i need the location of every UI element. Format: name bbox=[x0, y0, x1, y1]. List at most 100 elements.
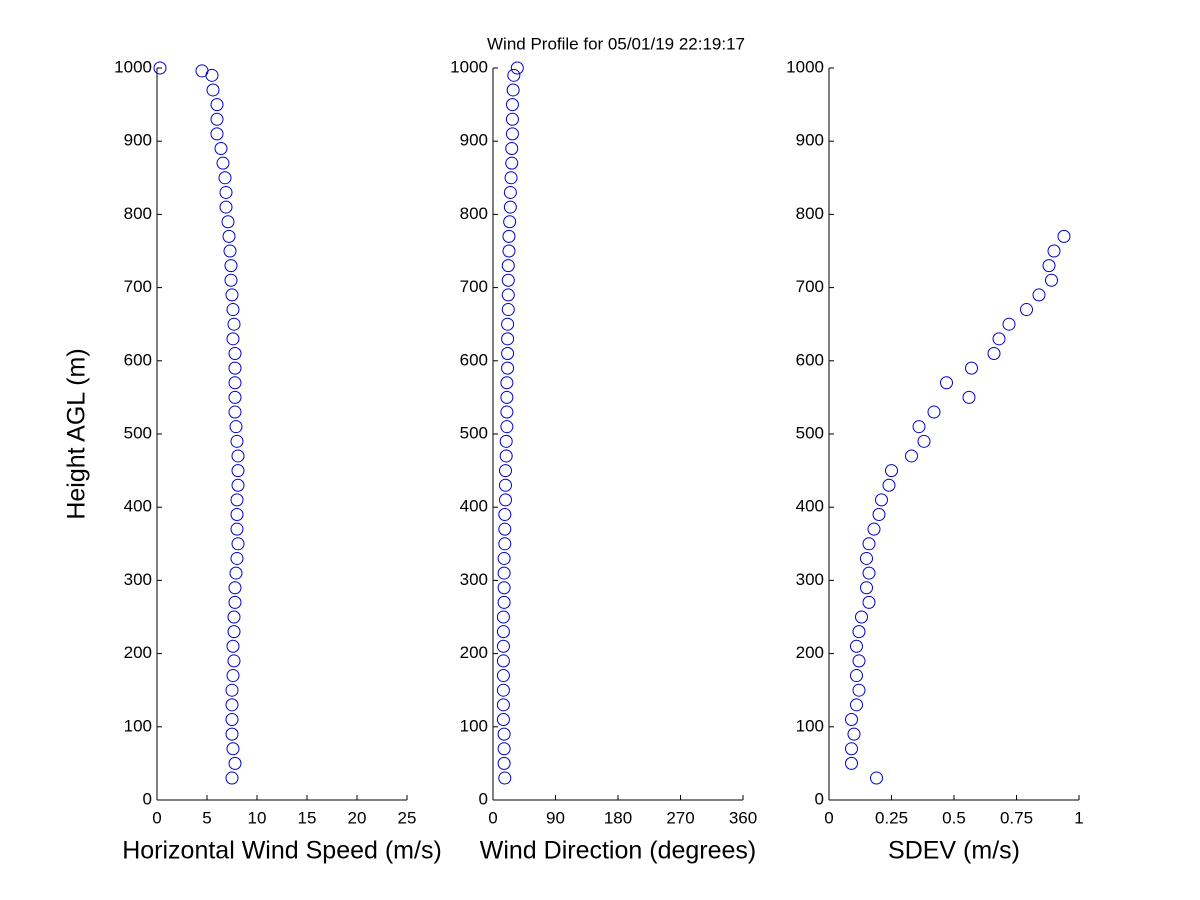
data-point bbox=[496, 654, 510, 668]
y-tick-label: 0 bbox=[479, 789, 488, 808]
data-point bbox=[226, 742, 240, 756]
data-point bbox=[230, 508, 244, 522]
data-point bbox=[501, 259, 515, 273]
data-point bbox=[225, 288, 239, 302]
data-point bbox=[502, 229, 516, 243]
data-point bbox=[498, 522, 512, 536]
data-point bbox=[225, 712, 239, 726]
y-tick-label: 1000 bbox=[786, 57, 824, 76]
data-point bbox=[501, 288, 515, 302]
data-point bbox=[231, 449, 245, 463]
data-point bbox=[506, 83, 520, 97]
data-point bbox=[497, 551, 511, 565]
data-point bbox=[850, 669, 863, 683]
data-point bbox=[210, 127, 224, 141]
data-point bbox=[227, 317, 241, 331]
data-point bbox=[927, 405, 941, 419]
data-point bbox=[226, 639, 240, 653]
y-tick-label: 800 bbox=[124, 204, 152, 223]
data-point bbox=[496, 698, 510, 712]
data-point bbox=[1042, 259, 1056, 273]
y-tick-label: 300 bbox=[124, 570, 152, 589]
data-point bbox=[206, 83, 220, 97]
y-tick-label: 500 bbox=[460, 423, 488, 442]
data-point bbox=[501, 361, 515, 375]
data-point bbox=[872, 508, 886, 522]
y-tick-label: 800 bbox=[796, 204, 824, 223]
data-point bbox=[505, 156, 519, 170]
data-point bbox=[219, 185, 233, 199]
data-point bbox=[496, 683, 510, 697]
data-point bbox=[216, 156, 230, 170]
chart-title: Wind Profile for 05/01/19 22:19:17 bbox=[487, 34, 745, 53]
data-point bbox=[885, 464, 898, 478]
x-tick-label: 180 bbox=[604, 808, 632, 827]
data-point bbox=[498, 537, 512, 551]
data-point bbox=[510, 61, 524, 75]
data-point bbox=[992, 332, 1006, 346]
y-tick-label: 900 bbox=[460, 131, 488, 150]
data-point bbox=[218, 171, 232, 185]
data-point bbox=[850, 698, 863, 712]
data-point bbox=[845, 712, 858, 726]
data-point bbox=[1047, 244, 1061, 258]
data-point bbox=[500, 390, 514, 404]
data-point bbox=[505, 142, 519, 156]
data-point bbox=[499, 449, 513, 463]
data-point bbox=[231, 464, 245, 478]
y-tick-label: 300 bbox=[460, 570, 488, 589]
y-tick-label: 1000 bbox=[450, 57, 488, 76]
data-point bbox=[225, 698, 239, 712]
data-point bbox=[965, 361, 978, 375]
x-tick-label: 360 bbox=[729, 808, 757, 827]
y-tick-label: 200 bbox=[460, 643, 488, 662]
data-point bbox=[1057, 229, 1071, 243]
x-tick-label: 0.25 bbox=[875, 808, 908, 827]
data-point bbox=[852, 683, 866, 697]
data-point bbox=[862, 537, 876, 551]
x-tick-label: 10 bbox=[248, 808, 267, 827]
data-point bbox=[500, 405, 514, 419]
data-point bbox=[226, 303, 240, 317]
data-point bbox=[497, 756, 511, 770]
data-point bbox=[917, 434, 931, 448]
data-point bbox=[497, 727, 511, 741]
data-point bbox=[1002, 317, 1016, 331]
data-point bbox=[499, 464, 512, 478]
data-point bbox=[496, 639, 510, 653]
y-tick-label: 300 bbox=[796, 570, 824, 589]
data-point bbox=[225, 683, 239, 697]
data-point bbox=[153, 61, 167, 75]
x-tick-label: 25 bbox=[398, 808, 417, 827]
y-tick-label: 900 bbox=[796, 131, 824, 150]
data-point bbox=[225, 771, 239, 785]
data-point bbox=[500, 376, 514, 390]
data-point bbox=[496, 669, 510, 683]
data-point bbox=[852, 625, 866, 639]
data-point bbox=[228, 376, 242, 390]
data-point bbox=[845, 742, 858, 756]
data-point bbox=[867, 522, 881, 536]
data-point bbox=[228, 346, 242, 360]
data-point bbox=[223, 244, 237, 258]
y-tick-label: 100 bbox=[124, 716, 152, 735]
y-tick-label: 500 bbox=[796, 423, 824, 442]
data-point bbox=[499, 478, 512, 492]
data-point bbox=[228, 581, 242, 595]
x-axis-label: SDEV (m/s) bbox=[888, 837, 1020, 865]
data-point bbox=[499, 493, 512, 507]
y-tick-label: 700 bbox=[124, 277, 152, 296]
data-point bbox=[507, 68, 521, 82]
data-point bbox=[870, 771, 883, 785]
data-point bbox=[1020, 303, 1033, 317]
y-tick-label: 600 bbox=[124, 350, 152, 369]
data-point bbox=[210, 112, 224, 126]
x-tick-label: 90 bbox=[546, 808, 565, 827]
x-tick-label: 0 bbox=[488, 808, 497, 827]
y-tick-label: 900 bbox=[124, 131, 152, 150]
data-point bbox=[862, 595, 876, 609]
data-point bbox=[498, 508, 512, 522]
data-point bbox=[230, 493, 244, 507]
x-tick-label: 15 bbox=[298, 808, 317, 827]
data-point bbox=[501, 332, 515, 346]
